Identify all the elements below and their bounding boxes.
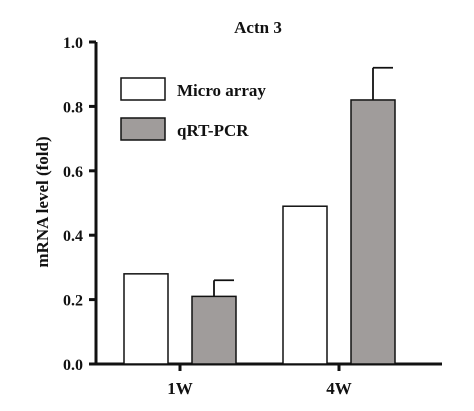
legend-label: Micro array <box>177 81 266 100</box>
y-tick-label: 0.0 <box>63 357 83 374</box>
legend-swatch <box>120 117 166 141</box>
y-tick-label: 0.6 <box>63 164 83 181</box>
legend: Micro array qRT-PCR <box>120 77 266 141</box>
x-tick-label: 1W <box>167 379 193 398</box>
legend-swatch <box>120 77 166 101</box>
chart-title: Actn 3 <box>234 18 282 37</box>
bar <box>191 295 237 365</box>
y-tick-label: 0.8 <box>63 99 83 116</box>
y-axis-label: mRNA level (fold) <box>33 136 52 267</box>
legend-label: qRT-PCR <box>177 121 249 140</box>
y-tick-label: 1.0 <box>63 35 83 52</box>
bar <box>282 205 328 365</box>
y-tick-label: 0.2 <box>63 293 83 310</box>
x-tick-label: 4W <box>326 379 352 398</box>
bar <box>350 99 396 365</box>
y-tick-label: 0.4 <box>63 228 83 245</box>
bar <box>123 273 169 365</box>
plot-area: 0.0 0.2 0.4 0.6 0.8 1.0 1W 4W <box>63 35 442 398</box>
